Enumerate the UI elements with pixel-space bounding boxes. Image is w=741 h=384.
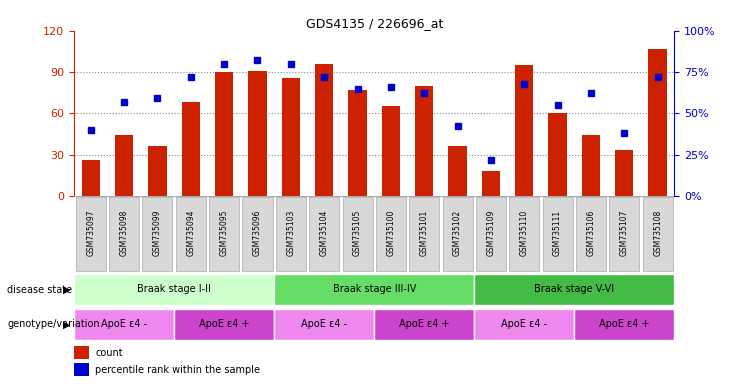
FancyBboxPatch shape: [642, 197, 673, 271]
Bar: [215, 72, 233, 196]
FancyBboxPatch shape: [74, 309, 174, 340]
FancyBboxPatch shape: [576, 197, 606, 271]
Text: GSM735111: GSM735111: [553, 210, 562, 256]
Text: GSM735105: GSM735105: [353, 210, 362, 256]
Bar: [515, 65, 534, 196]
Bar: [382, 106, 400, 196]
Bar: [115, 135, 133, 196]
FancyBboxPatch shape: [142, 197, 173, 271]
FancyBboxPatch shape: [109, 197, 139, 271]
Bar: [348, 90, 367, 196]
Text: GSM735096: GSM735096: [253, 209, 262, 256]
Bar: [74, 363, 89, 376]
Text: GSM735106: GSM735106: [586, 210, 596, 256]
Text: percentile rank within the sample: percentile rank within the sample: [95, 365, 260, 375]
Text: GSM735095: GSM735095: [219, 209, 229, 256]
Text: GSM735097: GSM735097: [86, 209, 96, 256]
Bar: [148, 146, 167, 196]
FancyBboxPatch shape: [409, 197, 439, 271]
Text: ▶: ▶: [63, 319, 70, 329]
Text: ApoE ε4 +: ApoE ε4 +: [599, 319, 650, 329]
FancyBboxPatch shape: [574, 309, 674, 340]
Bar: [448, 146, 467, 196]
Bar: [482, 171, 500, 196]
Text: GSM735107: GSM735107: [619, 210, 629, 256]
FancyBboxPatch shape: [342, 197, 373, 271]
FancyBboxPatch shape: [76, 197, 106, 271]
Text: ApoE ε4 +: ApoE ε4 +: [399, 319, 450, 329]
FancyBboxPatch shape: [276, 197, 306, 271]
FancyBboxPatch shape: [242, 197, 273, 271]
FancyBboxPatch shape: [476, 197, 506, 271]
FancyBboxPatch shape: [174, 309, 274, 340]
FancyBboxPatch shape: [274, 274, 474, 306]
Bar: [582, 135, 600, 196]
Text: GSM735102: GSM735102: [453, 210, 462, 256]
FancyBboxPatch shape: [474, 309, 574, 340]
Bar: [74, 346, 89, 359]
Bar: [315, 64, 333, 196]
Text: ApoE ε4 -: ApoE ε4 -: [301, 319, 348, 329]
Bar: [182, 102, 200, 196]
Bar: [415, 86, 433, 196]
FancyBboxPatch shape: [209, 197, 239, 271]
Text: GSM735109: GSM735109: [486, 210, 496, 256]
FancyBboxPatch shape: [609, 197, 639, 271]
Text: ▶: ▶: [63, 285, 70, 295]
Text: ApoE ε4 -: ApoE ε4 -: [501, 319, 548, 329]
Text: GSM735101: GSM735101: [419, 210, 429, 256]
Text: GSM735108: GSM735108: [653, 210, 662, 256]
Text: ApoE ε4 -: ApoE ε4 -: [101, 319, 147, 329]
FancyBboxPatch shape: [542, 197, 573, 271]
FancyBboxPatch shape: [509, 197, 539, 271]
FancyBboxPatch shape: [74, 274, 274, 306]
Text: GSM735094: GSM735094: [186, 209, 196, 256]
Text: GSM735103: GSM735103: [286, 210, 296, 256]
FancyBboxPatch shape: [374, 309, 474, 340]
FancyBboxPatch shape: [176, 197, 206, 271]
FancyBboxPatch shape: [274, 309, 374, 340]
Text: count: count: [95, 348, 123, 358]
Text: disease state: disease state: [7, 285, 73, 295]
Text: Braak stage I-II: Braak stage I-II: [137, 284, 211, 294]
Text: GSM735104: GSM735104: [319, 210, 329, 256]
Bar: [82, 160, 100, 196]
Bar: [248, 71, 267, 196]
Text: Braak stage III-IV: Braak stage III-IV: [333, 284, 416, 294]
Bar: [615, 151, 634, 196]
Text: GSM735099: GSM735099: [153, 209, 162, 256]
Text: GSM735100: GSM735100: [386, 210, 396, 256]
Text: genotype/variation: genotype/variation: [7, 319, 100, 329]
FancyBboxPatch shape: [376, 197, 406, 271]
Text: GSM735110: GSM735110: [519, 210, 529, 256]
Text: Braak stage V-VI: Braak stage V-VI: [534, 284, 614, 294]
FancyBboxPatch shape: [442, 197, 473, 271]
Text: GSM735098: GSM735098: [119, 210, 129, 256]
Title: GDS4135 / 226696_at: GDS4135 / 226696_at: [305, 17, 443, 30]
Bar: [548, 113, 567, 196]
Bar: [648, 49, 667, 196]
Text: ApoE ε4 +: ApoE ε4 +: [199, 319, 250, 329]
FancyBboxPatch shape: [309, 197, 339, 271]
Bar: [282, 78, 300, 196]
FancyBboxPatch shape: [474, 274, 674, 306]
